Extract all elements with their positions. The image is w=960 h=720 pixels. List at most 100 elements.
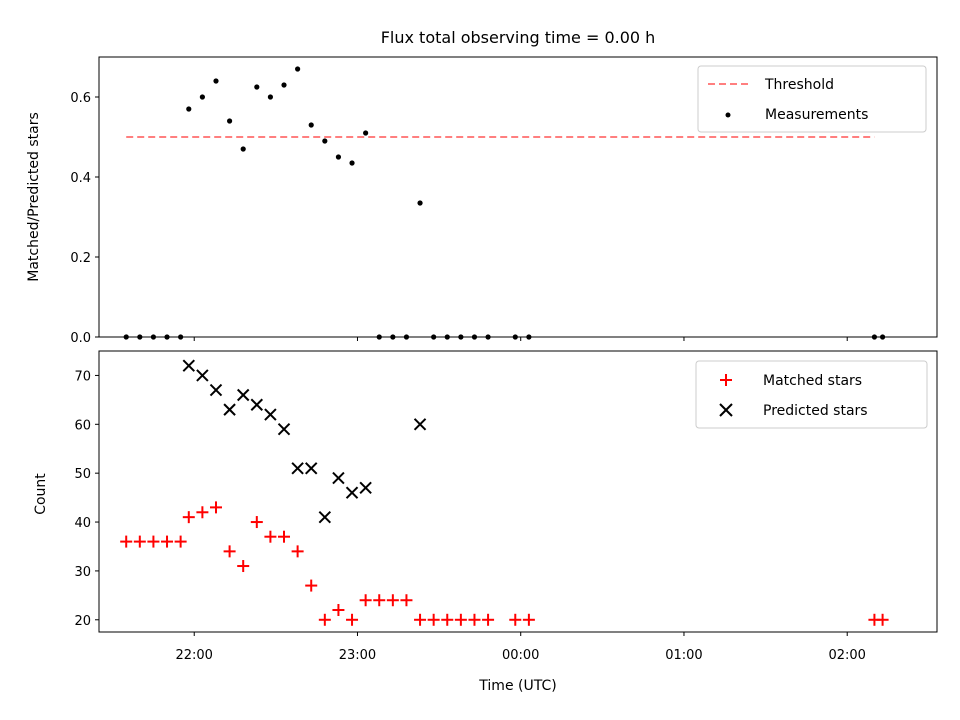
count-x-ticks: 22:00 23:00 00:00 01:00 02:00 <box>175 632 866 663</box>
count-y-tick-label: 70 <box>74 369 91 384</box>
ratio-y-tick-label: 0.0 <box>70 331 91 346</box>
predicted-star-point <box>264 408 277 421</box>
measurement-point <box>417 200 423 206</box>
matched-star-point <box>373 594 386 607</box>
matched-star-point <box>133 535 146 548</box>
ratio-x-ticks <box>193 337 848 341</box>
ratio-y-tick-label: 0.4 <box>70 171 91 186</box>
ratio-y-ticks: 0.0 0.2 0.4 0.6 <box>70 91 99 346</box>
matched-star-point <box>454 613 467 626</box>
predicted-star-point <box>318 510 332 524</box>
measurement-point <box>308 122 314 128</box>
count-plot-area <box>120 359 889 626</box>
count-y-tick-label: 40 <box>74 516 91 531</box>
matched-star-point <box>174 535 187 548</box>
count-panel: 20 30 40 50 60 70 22:00 23:00 00:00 01:00 02:00 C… <box>33 350 938 694</box>
legend-threshold-label: Threshold <box>764 77 834 93</box>
count-legend: Matched stars Predicted stars <box>695 360 928 429</box>
matched-star-point <box>509 613 522 626</box>
measurement-point <box>213 78 219 84</box>
predicted-star-point <box>413 418 427 431</box>
matched-star-point <box>400 594 413 607</box>
measurement-point <box>240 146 246 152</box>
legend-matched-label: Matched stars <box>763 373 862 389</box>
count-x-tick-label: 23:00 <box>339 648 376 663</box>
measurement-point <box>349 160 355 166</box>
matched-star-point <box>359 594 372 607</box>
matched-star-point <box>147 535 160 548</box>
measurement-point <box>363 130 369 136</box>
matched-star-point <box>237 560 250 573</box>
count-y-tick-label: 60 <box>74 418 91 433</box>
predicted-star-point <box>305 462 318 475</box>
ratio-axes-frame <box>98 56 938 338</box>
count-y-tick-label: 50 <box>74 467 91 482</box>
matched-star-point <box>332 604 345 617</box>
legend-predicted-label: Predicted stars <box>763 403 868 419</box>
legend-measurements-swatch <box>725 112 731 118</box>
count-y-ticks: 20 30 40 50 60 70 <box>74 369 99 629</box>
matched-star-point <box>441 613 454 626</box>
measurement-point <box>281 82 287 88</box>
matched-star-point <box>414 613 427 626</box>
matched-star-point <box>182 511 195 524</box>
measurement-point <box>322 138 328 144</box>
matched-star-point <box>318 613 331 626</box>
matched-star-point <box>291 545 304 558</box>
predicted-star-point <box>291 462 304 475</box>
predicted-star-point <box>332 471 345 485</box>
predicted-star-point <box>277 422 291 436</box>
legend-measurements-label: Measurements <box>765 107 868 123</box>
ratio-legend: Threshold Measurements <box>697 65 927 133</box>
matched-star-point <box>482 613 495 626</box>
measurement-point <box>226 118 233 124</box>
ratio-y-axis-label: Matched/Predicted stars <box>26 112 42 282</box>
x-axis-label: Time (UTC) <box>478 678 556 694</box>
measurement-point <box>186 106 192 112</box>
predicted-star-point <box>236 388 250 402</box>
chart-title: Flux total observing time = 0.00 h <box>381 28 656 47</box>
matched-star-point <box>305 579 318 592</box>
measurement-point <box>267 94 274 100</box>
matched-star-point <box>120 535 133 548</box>
matched-star-point <box>427 613 440 626</box>
ratio-y-tick-label: 0.2 <box>70 251 91 266</box>
count-y-axis-label: Count <box>33 473 49 515</box>
count-x-tick-label: 01:00 <box>665 648 702 663</box>
count-y-tick-label: 20 <box>74 614 91 629</box>
count-x-tick-label: 22:00 <box>175 648 212 663</box>
measurement-point <box>199 94 205 100</box>
matched-star-point <box>196 506 209 519</box>
count-x-tick-label: 02:00 <box>828 648 865 663</box>
count-y-tick-label: 30 <box>74 565 91 580</box>
matched-star-point <box>250 516 263 529</box>
predicted-star-point <box>196 369 209 382</box>
ratio-panel: 0.0 0.2 0.4 0.6 Matched/Predicted stars Thr… <box>26 56 938 346</box>
matched-star-point <box>209 501 222 514</box>
matched-star-point <box>468 613 481 626</box>
matched-star-point <box>346 613 359 626</box>
matched-star-point <box>264 530 277 543</box>
count-legend-box <box>695 360 928 429</box>
measurement-point <box>295 66 301 72</box>
matched-star-point <box>223 545 236 558</box>
predicted-star-point <box>250 398 264 411</box>
matched-star-point <box>522 613 535 626</box>
predicted-star-point <box>223 403 236 416</box>
matched-star-point <box>278 530 291 543</box>
measurement-point <box>335 154 342 160</box>
matched-star-point <box>386 594 399 607</box>
legend-matched-swatch <box>720 374 732 386</box>
matched-star-point <box>876 613 889 626</box>
count-x-tick-label: 00:00 <box>502 648 539 663</box>
count-axes-frame <box>98 350 938 633</box>
predicted-star-point <box>359 481 372 495</box>
predicted-star-point <box>345 486 359 499</box>
measurement-point <box>254 84 260 90</box>
legend-predicted-swatch <box>719 403 733 417</box>
matched-star-point <box>161 535 174 548</box>
ratio-y-tick-label: 0.6 <box>70 91 91 106</box>
predicted-star-point <box>209 383 223 397</box>
ratio-legend-box <box>697 65 927 133</box>
